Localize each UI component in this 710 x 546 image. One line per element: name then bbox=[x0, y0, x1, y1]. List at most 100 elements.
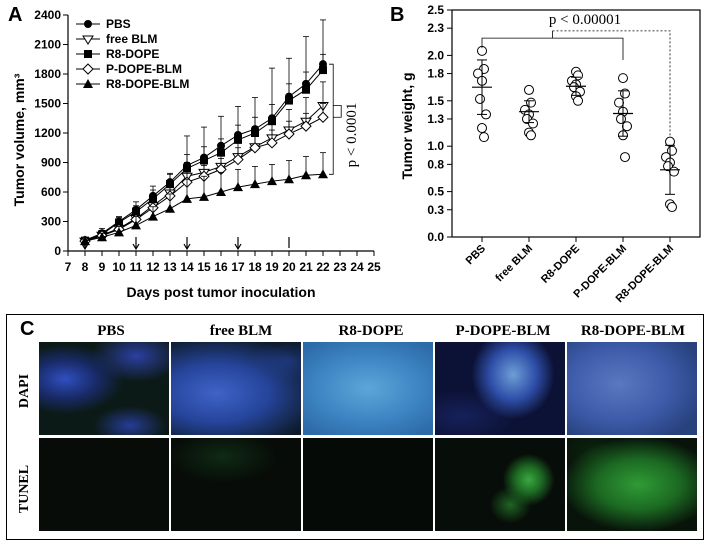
data-point bbox=[251, 129, 259, 137]
y-tick-label-a: 1500 bbox=[34, 97, 61, 111]
y-tick-label-a: 1800 bbox=[34, 67, 61, 81]
micrograph-panel: PBS free BLM R8-DOPE P-DOPE-BLM R8-DOPE-… bbox=[6, 314, 704, 540]
x-tick-label-a: 11 bbox=[130, 260, 143, 274]
y-axis-label-b: Tumor weight, g bbox=[399, 72, 415, 179]
plot-frame-b bbox=[451, 9, 701, 238]
data-point bbox=[477, 123, 487, 134]
x-tick-label-a: 22 bbox=[316, 260, 330, 274]
x-tick-label-a: 20 bbox=[282, 260, 296, 274]
x-tick-label-a: 18 bbox=[248, 260, 262, 274]
y-tick-label-b: 2.0 bbox=[427, 48, 444, 62]
data-point bbox=[250, 179, 260, 189]
group-bracket-b bbox=[481, 37, 624, 60]
dapi-image-r8-dope-blm bbox=[567, 342, 697, 435]
column-title-r8-dope: R8-DOPE bbox=[338, 323, 404, 339]
data-point bbox=[319, 66, 327, 75]
data-point bbox=[479, 132, 489, 143]
tumor-weight-chart: Tumor weight, g p < 0.00001 0.0 0.3 0.5 0.8… bbox=[399, 3, 701, 305]
x-tick-label-b: R8-DOPE bbox=[539, 243, 582, 286]
x-tick-label-a: 13 bbox=[163, 260, 177, 274]
column-title-r8-dope-blm: R8-DOPE-BLM bbox=[580, 323, 686, 339]
legend-marker bbox=[83, 79, 93, 88]
x-tick-label-a: 19 bbox=[265, 260, 279, 274]
tunel-image-r8-dope-blm bbox=[567, 438, 697, 531]
data-point bbox=[622, 121, 632, 132]
tunel-image-r8-dope bbox=[303, 438, 433, 531]
column-title-p-dope-blm: P-DOPE-BLM bbox=[455, 323, 551, 339]
annotation-b: p < 0.00001 bbox=[549, 12, 621, 28]
data-point bbox=[301, 170, 311, 180]
data-point bbox=[300, 120, 312, 132]
data-point bbox=[573, 95, 583, 106]
panel-label-c: C bbox=[20, 318, 35, 340]
data-point bbox=[528, 118, 538, 129]
data-point bbox=[667, 202, 677, 213]
data-point bbox=[232, 153, 244, 166]
dosing-arrow-head bbox=[183, 243, 191, 251]
x-tick-label-b: PBS bbox=[464, 243, 488, 267]
dosing-arrow-head bbox=[81, 243, 89, 251]
data-point bbox=[200, 156, 208, 165]
data-point bbox=[199, 191, 209, 201]
x-tick-label-a: 17 bbox=[231, 260, 245, 274]
data-point bbox=[97, 232, 107, 242]
data-point bbox=[526, 97, 536, 108]
legend-label: P-DOPE-BLM bbox=[106, 62, 182, 76]
data-point bbox=[268, 117, 276, 126]
data-point bbox=[283, 128, 295, 140]
data-point bbox=[317, 111, 329, 123]
y-tick-label-b: 1.3 bbox=[427, 112, 444, 126]
x-tick-label-a: 24 bbox=[350, 260, 364, 274]
y-tick-label-b: 0.3 bbox=[427, 203, 444, 217]
y-tick-label-b: 1.0 bbox=[427, 139, 444, 153]
x-tick-label-a: 7 bbox=[65, 260, 72, 274]
annotation-a: p < 0.0001 bbox=[344, 103, 360, 168]
dosing-arrow-head bbox=[234, 243, 242, 251]
x-tick-label-a: 12 bbox=[146, 260, 160, 274]
legend-label: PBS bbox=[106, 17, 131, 31]
column-title-free-blm: free BLM bbox=[209, 323, 273, 339]
data-point bbox=[249, 142, 261, 154]
legend-marker bbox=[82, 35, 94, 45]
y-tick-label-a: 2400 bbox=[34, 8, 61, 22]
y-tick-label-b: 0.8 bbox=[427, 157, 444, 171]
data-point bbox=[216, 187, 226, 196]
significance-bracket-a-inner bbox=[333, 105, 342, 118]
panel-label-b: B bbox=[390, 4, 405, 26]
legend-label: R8-DOPE-BLM bbox=[106, 77, 189, 91]
row-title-tunel: TUNEL bbox=[17, 464, 32, 514]
legend-label: R8-DOPE bbox=[106, 47, 159, 61]
y-tick-label-b: 0.0 bbox=[427, 230, 444, 244]
data-point bbox=[80, 236, 90, 246]
significance-bracket-b bbox=[552, 30, 671, 138]
dapi-image-pbs bbox=[39, 342, 169, 435]
x-tick-label-b: free BLM bbox=[493, 243, 535, 285]
data-point bbox=[285, 96, 293, 105]
data-point bbox=[669, 166, 679, 177]
y-tick-label-a: 300 bbox=[41, 215, 61, 229]
legend-label: free BLM bbox=[106, 32, 157, 46]
x-tick-label-a: 14 bbox=[180, 260, 194, 274]
tumor-volume-chart: Tumor volume, mm³ Days post tumor inocul… bbox=[11, 8, 381, 300]
data-point bbox=[318, 169, 328, 179]
x-tick-label-a: 23 bbox=[333, 260, 347, 274]
data-point bbox=[182, 193, 192, 203]
data-point bbox=[233, 182, 243, 192]
panel-label-a: A bbox=[8, 4, 23, 26]
dapi-image-free-blm bbox=[171, 342, 301, 435]
series-r8-dope-blm bbox=[80, 152, 328, 246]
dosing-arrow-head bbox=[132, 243, 140, 251]
x-tick-label-a: 10 bbox=[112, 260, 126, 274]
y-axis-label-a: Tumor volume, mm³ bbox=[11, 73, 27, 206]
x-tick-label-a: 9 bbox=[99, 260, 106, 274]
y-tick-label-b: 1.5 bbox=[427, 94, 444, 108]
dapi-image-p-dope-blm bbox=[435, 342, 565, 435]
y-tick-label-b: 2.5 bbox=[427, 3, 444, 17]
tunel-image-free-blm bbox=[171, 438, 301, 531]
legend-marker bbox=[84, 20, 92, 28]
data-point bbox=[284, 174, 294, 184]
y-tick-label-a: 0 bbox=[54, 244, 61, 258]
x-tick-label-a: 8 bbox=[82, 260, 89, 274]
x-axis-label-a: Days post tumor inoculation bbox=[126, 284, 315, 300]
legend-marker bbox=[82, 63, 94, 75]
